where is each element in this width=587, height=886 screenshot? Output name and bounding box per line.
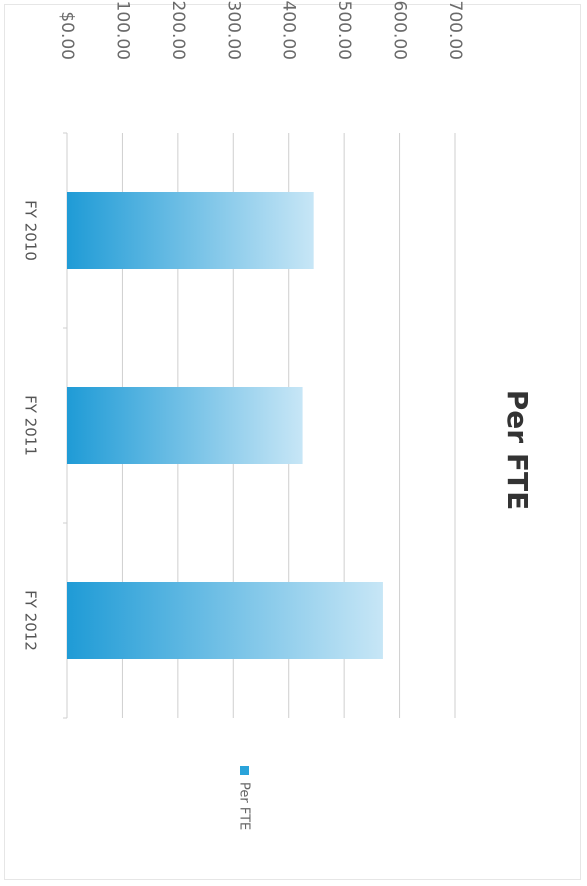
category-label: FY 2011 [22,395,40,456]
category-axis-labels: FY 2010 FY 2011 FY 2012 [22,200,40,651]
category-label: FY 2012 [22,590,40,651]
category-label: FY 2010 [22,200,40,261]
value-tick-label: $100.00 [112,0,132,60]
chart-title: Per FTE [501,390,534,510]
value-tick-label: $600.00 [390,0,410,60]
value-tick-label: $500.00 [334,0,354,60]
legend: Per FTE [237,766,252,830]
bar [67,582,383,659]
value-axis-tick-labels: $0.00 $100.00 $200.00 $300.00 $400.00 $500.00… [57,0,465,60]
value-tick-label: $400.00 [279,0,299,60]
value-tick-label: $0.00 [57,11,77,60]
value-tick-label: $700.00 [445,0,465,60]
value-tick-label: $300.00 [223,0,243,60]
bars [67,192,383,659]
bar [67,192,314,269]
value-tick-label: $200.00 [168,0,188,60]
legend-swatch [240,766,249,775]
bar [67,387,303,464]
legend-label: Per FTE [237,782,252,830]
